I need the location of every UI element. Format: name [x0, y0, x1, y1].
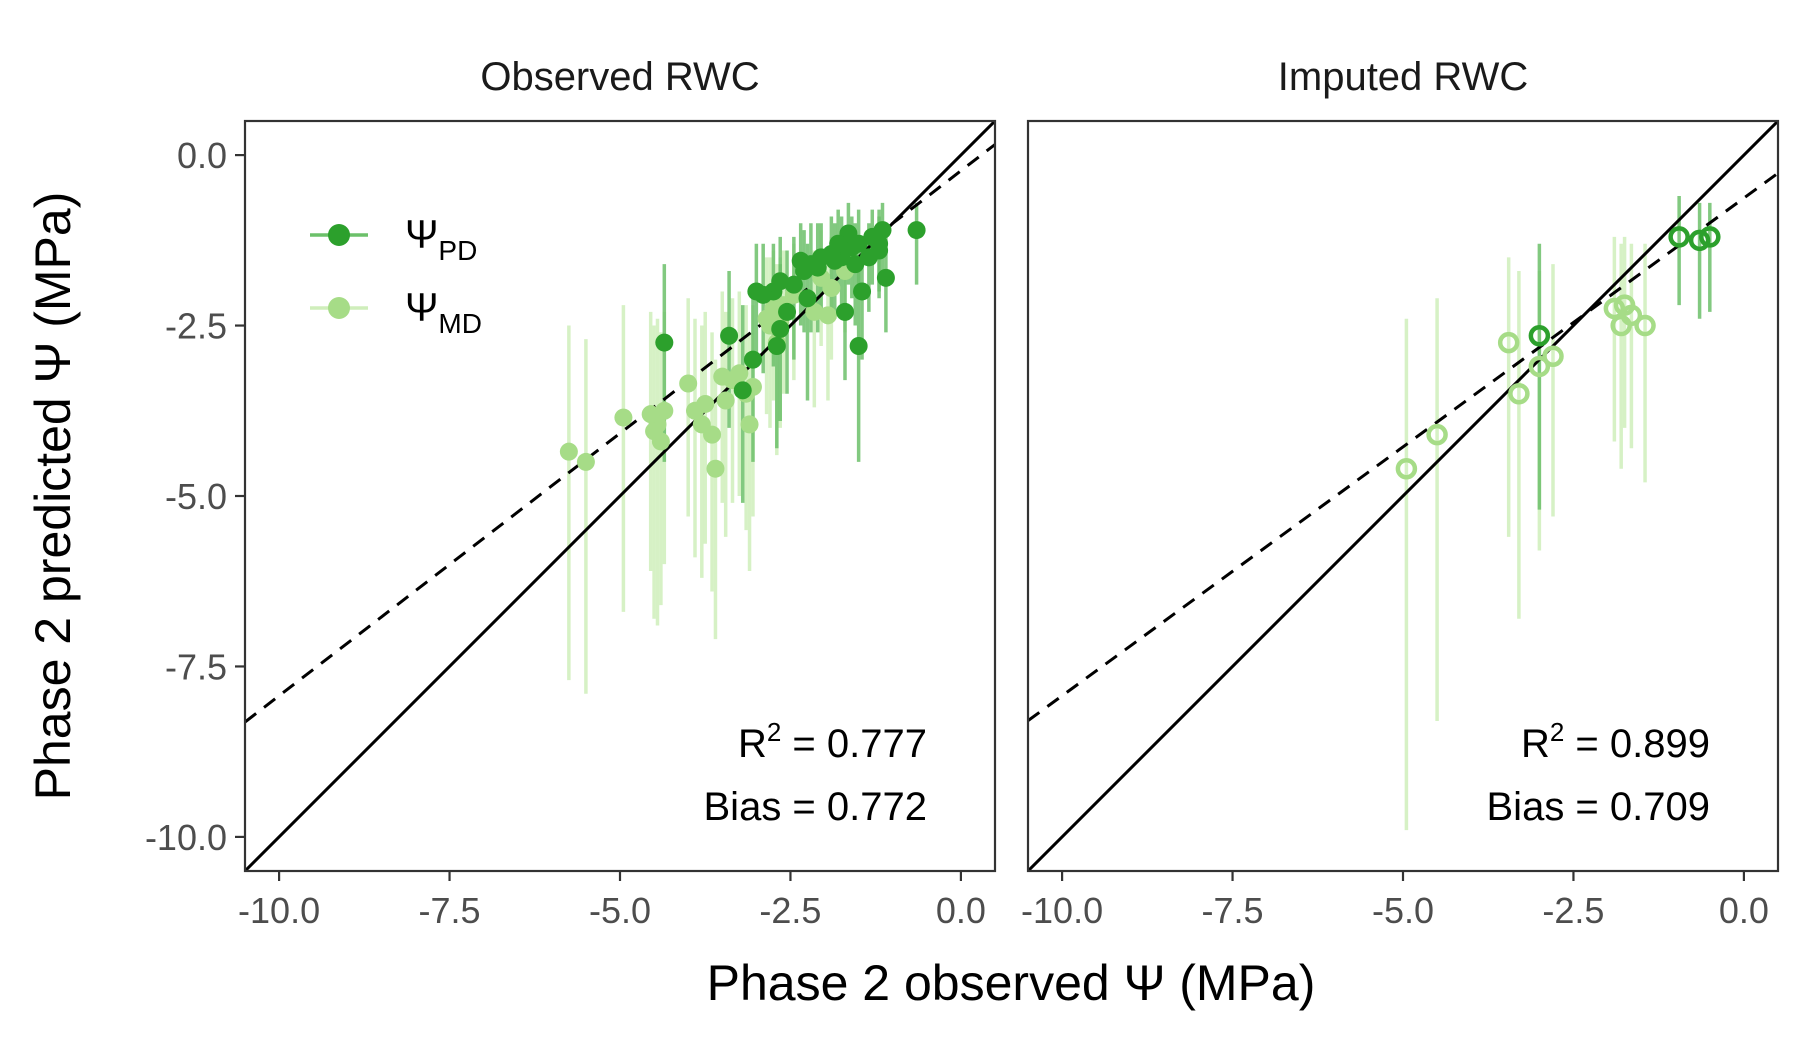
data-point — [720, 326, 739, 345]
data-point — [798, 289, 817, 308]
data-point — [655, 333, 674, 352]
data-point — [836, 302, 854, 321]
data-point — [1603, 297, 1626, 320]
x-tick-label: -2.5 — [1542, 890, 1604, 931]
one-to-one-line — [1028, 121, 1778, 871]
data-point — [818, 306, 837, 325]
x-tick-label: 0.0 — [1719, 890, 1769, 931]
data-point — [692, 415, 711, 434]
x-tick-label: -10.0 — [1021, 890, 1103, 931]
data-point — [679, 374, 698, 393]
data-point — [859, 248, 878, 267]
panel-imputed-rwc: Imputed RWC -10.0 -7.5 -5.0 -2.5 0.0 R2 = 0.8… — [1021, 55, 1780, 931]
data-point — [706, 459, 725, 478]
data-point — [1542, 345, 1564, 367]
data-point — [686, 401, 704, 420]
y-tick-label: -10.0 — [145, 817, 227, 858]
data-point — [743, 350, 762, 369]
data-point — [713, 367, 732, 386]
data-point — [614, 408, 633, 427]
x-tick-label: -10.0 — [238, 890, 320, 931]
data-point — [1528, 355, 1551, 378]
plot-area — [245, 121, 995, 871]
data-point — [747, 282, 766, 301]
data-point — [559, 442, 578, 461]
data-point — [576, 452, 595, 471]
data-point — [791, 251, 810, 270]
r2-annotation: R2 = 0.777 — [738, 717, 927, 766]
data-point — [784, 275, 803, 294]
y-tick-label: -7.5 — [165, 646, 227, 687]
panel-title: Observed RWC — [480, 55, 759, 99]
y-tick-label: 0.0 — [177, 135, 227, 176]
data-point — [849, 337, 868, 355]
data-point — [1610, 314, 1632, 337]
x-axis-label: Phase 2 observed Ψ (MPa) — [707, 955, 1316, 1011]
data-point — [1497, 331, 1520, 354]
data-point — [1668, 226, 1690, 248]
x-tick-label: 0.0 — [936, 890, 986, 931]
data-point — [907, 221, 926, 240]
data-point — [1634, 314, 1656, 337]
r2-annotation: R2 = 0.899 — [1521, 717, 1710, 766]
data-point — [655, 401, 674, 420]
x-tick-label: -2.5 — [759, 890, 821, 931]
legend-marker — [328, 224, 350, 246]
data-point — [1699, 226, 1721, 248]
data-point — [853, 282, 872, 301]
data-point — [778, 302, 797, 321]
data-point — [1508, 382, 1530, 405]
legend: ΨPD ΨMD — [310, 213, 482, 339]
data-point — [876, 268, 895, 287]
bias-annotation: Bias = 0.772 — [704, 785, 928, 829]
y-axis-label: Phase 2 predicted Ψ (MPa) — [25, 192, 81, 801]
one-to-one-line — [245, 121, 995, 871]
x-tick-label: -5.0 — [1372, 890, 1434, 931]
data-point — [863, 227, 882, 246]
data-point — [1395, 457, 1418, 480]
legend-marker — [328, 297, 350, 319]
data-point — [1688, 229, 1711, 252]
data-point — [846, 255, 865, 274]
x-tick-label: -5.0 — [589, 890, 651, 931]
data-point — [767, 337, 786, 355]
data-point — [771, 319, 790, 338]
data-point — [733, 381, 752, 400]
data-point — [1528, 325, 1551, 347]
legend-label: ΨMD — [405, 286, 482, 339]
x-tick-label: -7.5 — [419, 890, 481, 931]
data-point — [716, 391, 735, 410]
data-point — [641, 405, 660, 424]
y-tick-label: -5.0 — [165, 476, 227, 517]
bias-annotation: Bias = 0.709 — [1487, 785, 1711, 829]
regression-line — [1028, 171, 1778, 722]
panel-observed-rwc: Observed RWC -10.0 -7.5 -5.0 -2.5 0.0 -10.0 -7… — [145, 55, 997, 931]
legend-label: ΨPD — [405, 213, 477, 266]
data-point — [740, 415, 759, 434]
x-tick-label: -7.5 — [1202, 890, 1264, 931]
data-point — [1613, 294, 1636, 316]
data-point — [805, 302, 824, 321]
data-point — [1426, 423, 1448, 446]
panel-title: Imputed RWC — [1278, 55, 1528, 99]
data-point — [757, 309, 776, 328]
y-tick-label: -2.5 — [165, 306, 227, 347]
plot-area — [1028, 121, 1778, 871]
regression-line — [245, 143, 995, 724]
data-point — [645, 422, 664, 441]
